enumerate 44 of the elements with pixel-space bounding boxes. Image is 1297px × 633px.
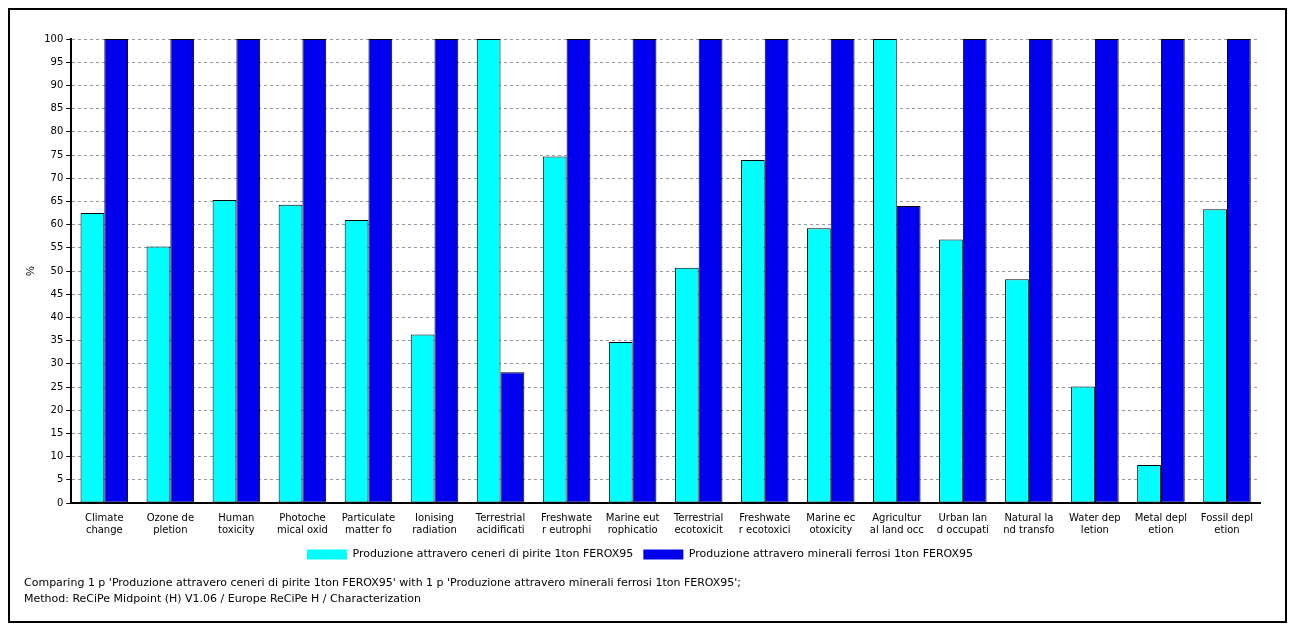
y-tick-label: 60 <box>50 218 64 230</box>
text: Comparing 1 p 'Produzione attravero ceneri di pirite 1ton FEROX95' with 1 p 'Produzione attravero minerali ferrosi 1ton FEROX95'; <box>24 575 742 591</box>
y-tick-label: 0 <box>56 496 64 508</box>
y-tick-label: 50 <box>50 264 64 276</box>
y-tick-label: 70 <box>50 171 64 183</box>
y-tick-label: 35 <box>50 334 64 346</box>
x-tick-label: Climate change <box>85 511 124 535</box>
y-tick-label: 55 <box>50 241 64 253</box>
y-axis-title: % <box>23 265 36 276</box>
x-tick-label: Ionising radiation <box>412 511 457 535</box>
x-tick-label: Freshwate r ecotoxici <box>738 511 791 535</box>
x-tick-label: Agricultur al land occ <box>869 511 924 535</box>
y-tick-label: 10 <box>50 450 64 462</box>
y-tick-label: 95 <box>50 55 64 67</box>
x-tick-label: Terrestrial acidificati <box>474 511 526 535</box>
y-tick-label: 80 <box>50 125 64 137</box>
y-tick-label: 5 <box>56 473 64 485</box>
x-tick-label: Marine ec otoxicity <box>806 511 856 535</box>
x-tick-label: Photoche mical oxid <box>276 511 328 535</box>
y-tick-label: 40 <box>50 310 64 322</box>
legend-label: Produzione attravero ceneri di pirite 1ton FEROX95 <box>352 547 634 561</box>
x-tick-label: Terrestrial ecotoxicit <box>672 511 724 535</box>
x-tick-label: Urban lan d occupati <box>936 511 989 535</box>
text: Method: ReCiPe Midpoint (H) V1.06 / Europe ReCiPe H / Characterization <box>24 591 423 607</box>
y-tick-label: 65 <box>50 194 64 206</box>
x-tick-label: Human toxicity <box>218 511 255 535</box>
legend-label: Produzione attravero minerali ferrosi 1ton FEROX95 <box>688 547 974 561</box>
y-tick-label: 90 <box>50 78 64 90</box>
x-tick-label: Water dep letion <box>1069 511 1121 535</box>
y-tick-label: 25 <box>50 380 64 392</box>
x-tick-label: Ozone de pletion <box>146 511 195 535</box>
x-tick-label: Freshwate r eutrophi <box>541 511 593 535</box>
y-tick-label: 100 <box>44 32 64 44</box>
y-tick-label: 45 <box>50 287 64 299</box>
y-tick-label: 85 <box>50 102 64 114</box>
y-tick-label: 20 <box>50 403 64 415</box>
x-tick-label: Fossil depl etion <box>1200 511 1254 535</box>
x-tick-label: Metal depl etion <box>1134 511 1188 535</box>
x-tick-label: Natural la nd transfo <box>1003 511 1055 535</box>
y-tick-label: 75 <box>50 148 64 160</box>
y-tick-label: 30 <box>50 357 64 369</box>
y-tick-label: 15 <box>50 426 64 438</box>
x-tick-label: Marine eut rophicatio <box>605 511 660 535</box>
x-tick-label: Particulate matter fo <box>341 511 396 535</box>
